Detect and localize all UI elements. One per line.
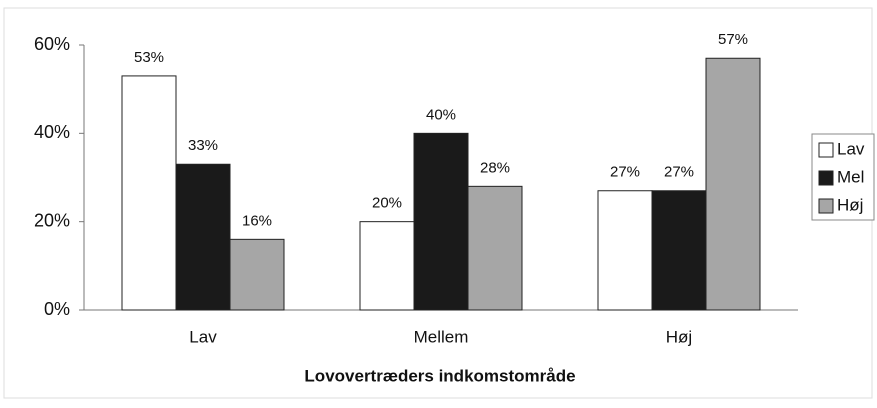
y-tick-label: 0% <box>44 299 70 319</box>
data-label: 27% <box>610 164 640 181</box>
data-label: 27% <box>664 164 694 181</box>
data-label: 33% <box>188 137 218 154</box>
data-label: 16% <box>242 212 272 229</box>
bar <box>467 185 523 311</box>
legend-swatch <box>818 142 834 158</box>
x-tick-label: Høj <box>666 327 692 346</box>
legend-label: Mel <box>837 167 864 186</box>
x-tick-label: Mellem <box>414 327 469 346</box>
data-label: 28% <box>480 159 510 176</box>
bar <box>597 190 653 311</box>
x-axis-label: Lovovertræders indkomstområde <box>304 366 575 385</box>
data-label: 53% <box>134 49 164 66</box>
bar <box>705 57 761 311</box>
legend-swatch <box>818 198 834 214</box>
legend-label: Lav <box>837 139 865 158</box>
y-tick-label: 40% <box>34 122 70 142</box>
bar <box>121 75 177 311</box>
y-tick-label: 20% <box>34 210 70 230</box>
bar <box>175 163 231 311</box>
bar <box>229 238 285 311</box>
data-label: 57% <box>718 31 748 48</box>
bar <box>413 132 469 311</box>
data-label: 20% <box>372 195 402 212</box>
bar <box>359 221 415 311</box>
y-tick-label: 60% <box>34 34 70 54</box>
bar <box>651 190 707 311</box>
legend-label: Høj <box>837 195 863 214</box>
legend-swatch <box>818 170 834 186</box>
x-tick-label: Lav <box>189 327 217 346</box>
data-label: 40% <box>426 106 456 123</box>
